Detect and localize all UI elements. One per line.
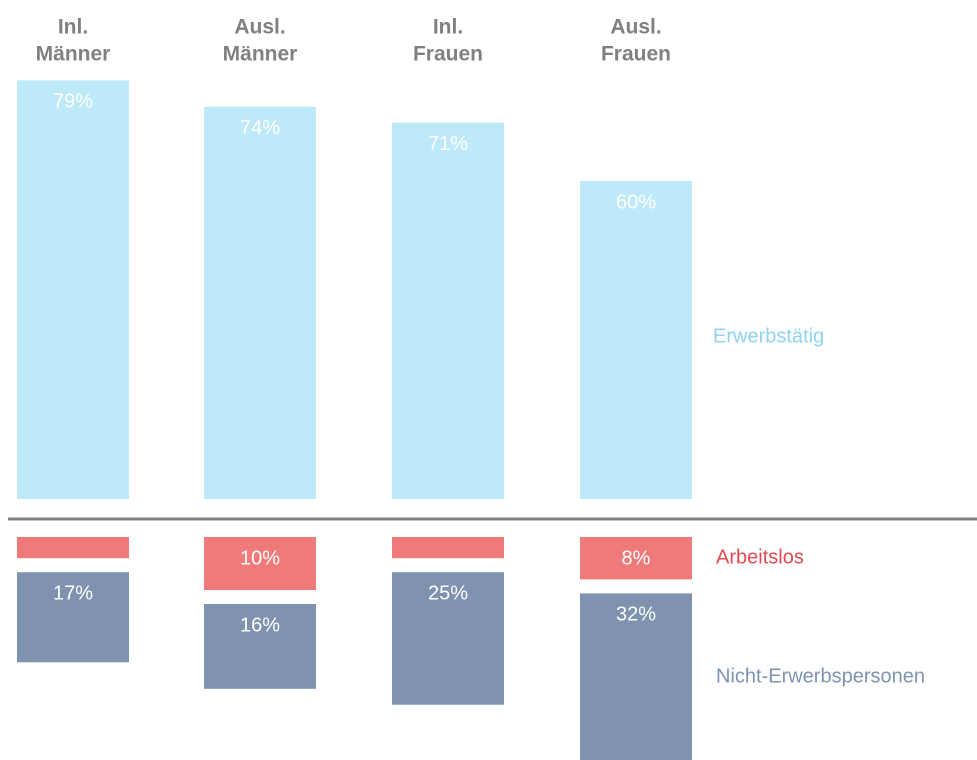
bar	[17, 537, 129, 559]
value-label: 60%	[616, 191, 656, 213]
value-label: 71%	[428, 133, 468, 155]
bar	[580, 537, 692, 580]
bar	[392, 122, 504, 499]
bar	[392, 537, 504, 559]
bar	[17, 572, 129, 663]
bar	[204, 537, 316, 590]
value-label: 74%	[240, 117, 280, 139]
value-label: 32%	[616, 604, 656, 626]
category-label: Inl.	[433, 16, 463, 39]
category-label: Frauen	[413, 43, 483, 66]
category-label: Frauen	[601, 43, 671, 66]
value-label: 25%	[428, 582, 468, 604]
series-label: Erwerbstätig	[713, 325, 824, 347]
category-label: Männer	[36, 43, 111, 66]
bar	[17, 80, 129, 500]
category-label: Ausl.	[610, 16, 661, 39]
bar	[392, 572, 504, 705]
category-label: Ausl.	[234, 16, 285, 39]
value-label: 8%	[622, 547, 651, 569]
bar	[204, 106, 316, 500]
category-label: Inl.	[58, 16, 88, 39]
value-label: 10%	[240, 547, 280, 569]
value-label: 16%	[240, 614, 280, 636]
bar	[580, 181, 692, 499]
series-label: Arbeitslos	[716, 546, 804, 568]
value-label: 17%	[53, 582, 93, 604]
series-label: Nicht-Erwerbspersonen	[716, 665, 925, 687]
value-label: 79%	[53, 91, 93, 113]
bar	[204, 604, 316, 689]
category-label: Männer	[223, 43, 298, 66]
bar	[580, 593, 692, 760]
